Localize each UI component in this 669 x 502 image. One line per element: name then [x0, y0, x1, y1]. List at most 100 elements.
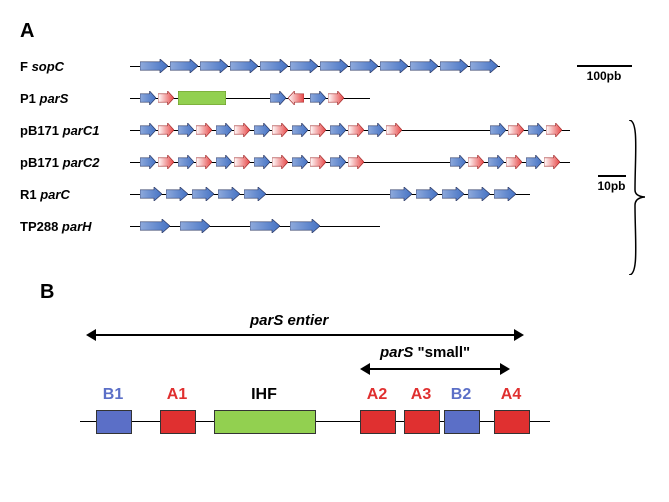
box-label-B2: B2 [444, 386, 478, 404]
box-label-A2: A2 [360, 386, 394, 404]
blue-arrow [260, 59, 288, 73]
blue-arrow [140, 91, 156, 105]
ihf-box [178, 91, 226, 105]
scale-label-top: 100pb [569, 69, 639, 83]
blue-arrow [290, 219, 320, 233]
blue-arrow [178, 123, 194, 137]
scale-label-mid: 10pb [584, 179, 639, 193]
blue-arrow [250, 219, 280, 233]
scale-100pb: 100pb [569, 65, 639, 83]
box-B1 [96, 410, 132, 434]
red-arrow [158, 155, 174, 169]
blue-arrow [244, 187, 266, 201]
box-B2 [444, 410, 480, 434]
label-pars-small-prefix: parS [380, 344, 413, 361]
blue-arrow [526, 155, 542, 169]
brace [625, 120, 647, 275]
panel-b: B parS entier parS "small" B1A1IHFA2A3B2… [20, 281, 649, 442]
box-label-A4: A4 [494, 386, 528, 404]
blue-arrow [368, 123, 384, 137]
row-label: R1 parC [20, 187, 130, 202]
panel-a-rows: F sopCP1 parSpB171 parC1pB171 parC2R1 pa… [20, 51, 649, 241]
row-pB171-parC2: pB171 parC2 [20, 147, 649, 177]
red-arrow [386, 123, 402, 137]
red-arrow [196, 123, 212, 137]
blue-arrow [410, 59, 438, 73]
box-A4 [494, 410, 530, 434]
panel-a: A F sopCP1 parSpB171 parC1pB171 parC2R1 … [20, 20, 649, 241]
blue-arrow [330, 123, 346, 137]
red-arrow [348, 155, 364, 169]
blue-arrow [292, 155, 308, 169]
red-arrow [508, 123, 524, 137]
red-arrow-rev [288, 91, 304, 105]
label-pars-small-suffix: "small" [413, 344, 470, 361]
blue-arrow [216, 123, 232, 137]
box-label-B1: B1 [96, 386, 130, 404]
red-arrow [310, 123, 326, 137]
blue-arrow [218, 187, 240, 201]
panel-a-label: A [20, 20, 649, 43]
row-R1-parC: R1 parC [20, 179, 649, 209]
double-arrow-full [96, 334, 514, 336]
row-TP288-parH: TP288 parH [20, 211, 649, 241]
label-pars-entier: parS entier [250, 312, 328, 329]
blue-arrow [490, 123, 506, 137]
blue-arrow [450, 155, 466, 169]
box-label-IHF: IHF [214, 386, 314, 404]
red-arrow [272, 123, 288, 137]
blue-arrow [140, 155, 156, 169]
box-A1 [160, 410, 196, 434]
track [130, 55, 510, 77]
blue-arrow [254, 123, 270, 137]
row-label: P1 parS [20, 91, 130, 106]
label-pars-entier-text: parS entier [250, 312, 328, 329]
red-arrow [506, 155, 522, 169]
row-F-sopC: F sopC [20, 51, 649, 81]
label-pars-small: parS "small" [380, 344, 470, 361]
track [130, 119, 580, 141]
blue-arrow [140, 59, 168, 73]
blue-arrow [468, 187, 490, 201]
red-arrow [272, 155, 288, 169]
blue-arrow [254, 155, 270, 169]
blue-arrow [350, 59, 378, 73]
box-A3 [404, 410, 440, 434]
blue-arrow [310, 91, 326, 105]
panel-b-label: B [40, 281, 649, 304]
blue-arrow [442, 187, 464, 201]
blue-arrow [470, 59, 498, 73]
red-arrow [348, 123, 364, 137]
track [130, 215, 390, 237]
blue-arrow [390, 187, 412, 201]
blue-arrow [330, 155, 346, 169]
red-arrow [234, 123, 250, 137]
red-arrow [310, 155, 326, 169]
blue-arrow [170, 59, 198, 73]
blue-arrow [270, 91, 286, 105]
blue-arrow [200, 59, 228, 73]
blue-arrow [494, 187, 516, 201]
track [130, 87, 380, 109]
blue-arrow [440, 59, 468, 73]
red-arrow [546, 123, 562, 137]
blue-arrow [320, 59, 348, 73]
blue-arrow [380, 59, 408, 73]
panel-b-track: B1A1IHFA2A3B2A4 [80, 382, 649, 442]
panel-b-arrows: parS entier parS "small" [80, 312, 649, 382]
blue-arrow [140, 123, 156, 137]
blue-arrow [166, 187, 188, 201]
row-P1-parS: P1 parS [20, 83, 649, 113]
blue-arrow [216, 155, 232, 169]
blue-arrow [140, 187, 162, 201]
scale-10pb: 10pb [584, 175, 639, 193]
red-arrow [468, 155, 484, 169]
track [130, 151, 580, 173]
blue-arrow [488, 155, 504, 169]
blue-arrow [230, 59, 258, 73]
red-arrow [234, 155, 250, 169]
blue-arrow [416, 187, 438, 201]
track [130, 183, 540, 205]
row-label: pB171 parC2 [20, 155, 130, 170]
double-arrow-small [370, 368, 500, 370]
